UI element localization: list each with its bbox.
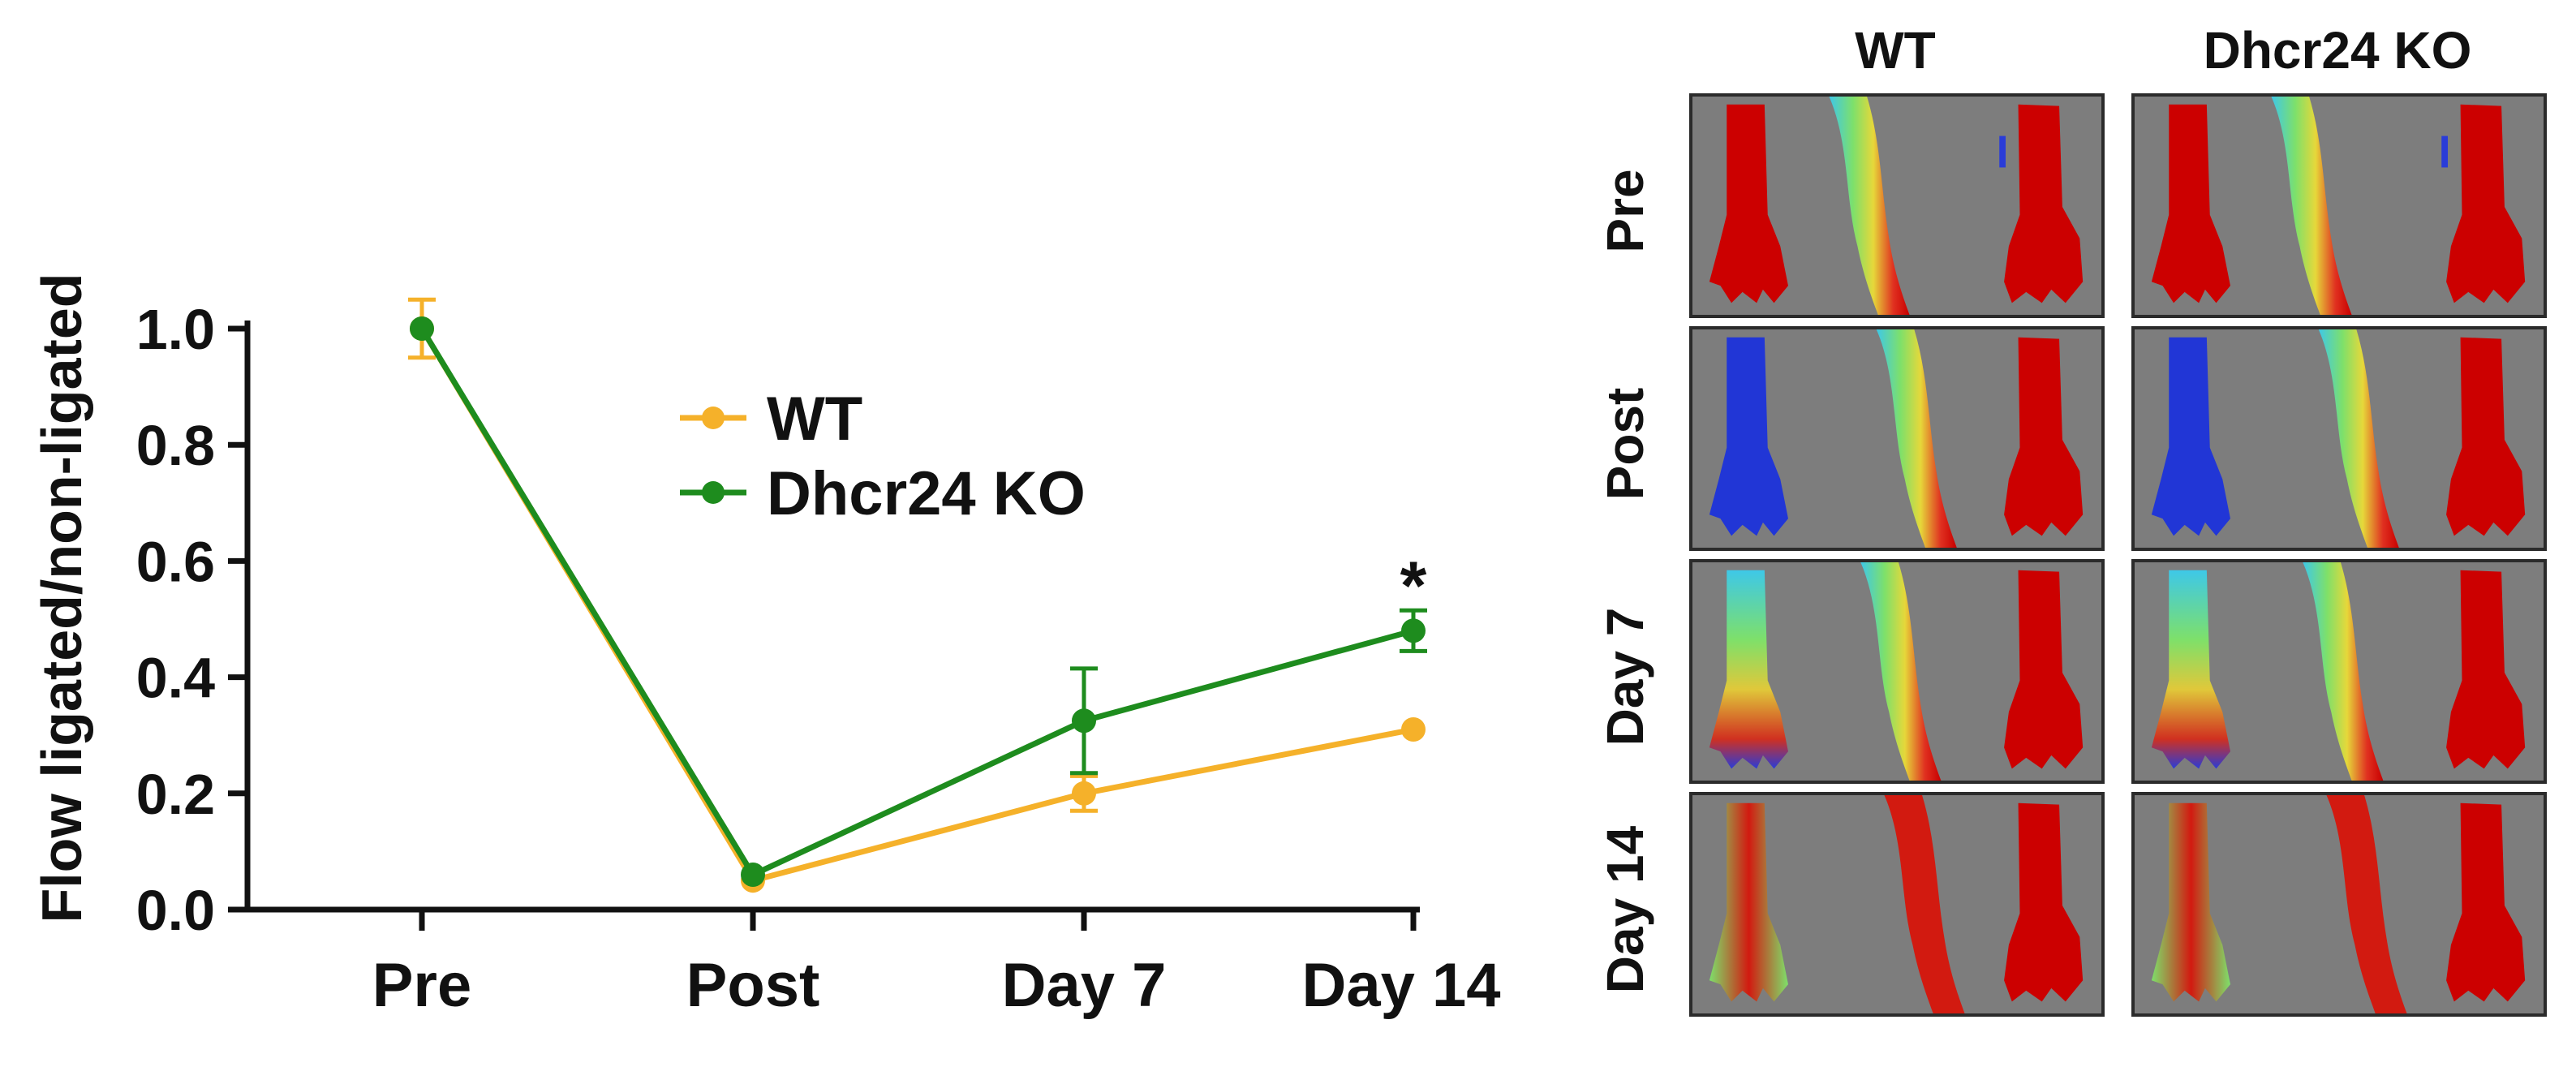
- data-point: [741, 863, 765, 888]
- y-tick-label: 0.6: [136, 530, 215, 593]
- legend-item-dhcr24-ko: Dhcr24 KO: [680, 459, 1086, 528]
- row-label-day-7: Day 7: [1596, 607, 1654, 746]
- data-point: [1401, 618, 1426, 643]
- x-tick-label: Pre: [372, 951, 472, 1020]
- perfusion-image-wt-day-14: [1689, 792, 2105, 1017]
- y-tick-label: 1.0: [136, 298, 215, 361]
- legend-swatch-marker: [702, 407, 725, 429]
- row-label-pre: Pre: [1596, 169, 1654, 253]
- perfusion-image-dhcr24-ko-day-7: [2131, 559, 2547, 784]
- row-label-day-14: Day 14: [1596, 825, 1654, 994]
- y-tick-label: 0.4: [136, 647, 215, 710]
- perfusion-image-wt-pre: [1689, 93, 2105, 318]
- data-point: [410, 316, 434, 341]
- x-tick-label: Post: [686, 951, 820, 1020]
- y-axis-label: Flow ligated/non-ligated: [30, 273, 93, 923]
- data-point: [1072, 708, 1096, 734]
- y-axis: 0.0 0.2 0.4 0.6 0.8 1.0: [136, 298, 251, 942]
- y-tick-label: 0.8: [136, 414, 215, 477]
- legend-label: Dhcr24 KO: [767, 459, 1086, 528]
- x-tick-label: Day 14: [1301, 951, 1500, 1020]
- perfusion-image-dhcr24-ko-pre: [2131, 93, 2547, 318]
- legend-swatch-marker: [702, 481, 725, 504]
- perfusion-image-wt-post: [1689, 326, 2105, 551]
- perfusion-image-wt-day-7: [1689, 559, 2105, 784]
- x-axis: Pre Post Day 7 Day 14: [245, 906, 1501, 1020]
- perfusion-image-dhcr24-ko-day-14: [2131, 792, 2547, 1017]
- legend-label: WT: [767, 385, 862, 454]
- row-label-post: Post: [1596, 387, 1654, 501]
- significance-marker: *: [1400, 548, 1427, 624]
- legend-item-wt: WT: [680, 385, 862, 454]
- data-point: [1401, 717, 1426, 742]
- column-label-wt: WT: [1855, 21, 1936, 80]
- laser-doppler-image-panel: WT Dhcr24 KO Pre Post Day 7 Day 14: [1590, 0, 2576, 1067]
- data-point: [1072, 781, 1096, 806]
- series-line-dhcr24-ko: [419, 327, 1414, 878]
- column-label-dhcr24-ko: Dhcr24 KO: [2203, 21, 2472, 80]
- perfusion-image-dhcr24-ko-post: [2131, 326, 2547, 551]
- series-wt: [408, 297, 1426, 893]
- series-dhcr24-ko: [410, 316, 1427, 888]
- y-tick-label: 0.2: [136, 763, 215, 826]
- line-chart: 0.0 0.2 0.4 0.6 0.8 1.0 Pre Post Day 7 Day 14 Fl…: [30, 273, 1501, 1020]
- y-tick-label: 0.0: [136, 879, 215, 942]
- x-tick-label: Day 7: [1002, 951, 1167, 1020]
